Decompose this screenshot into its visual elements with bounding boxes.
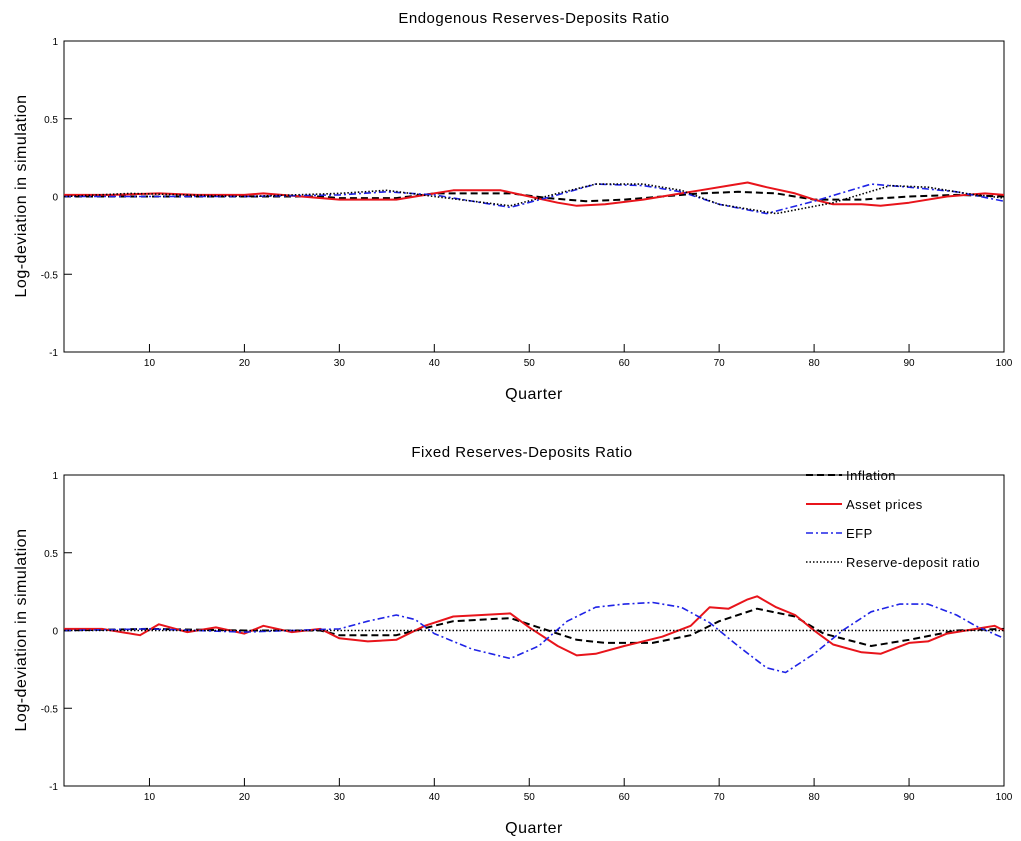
x-tick-label: 20 (239, 358, 251, 369)
x-tick-label: 60 (619, 358, 631, 369)
x-tick-label: 50 (524, 358, 536, 369)
tick-group: 10 20 30 40 50 60 70 80 90 100 -1 -0.5 0 0.5 1 (41, 37, 1013, 369)
x-tick-label: 100 (996, 358, 1013, 369)
x-tick-label: 90 (903, 358, 915, 369)
y-tick-label: 0 (52, 627, 58, 638)
y-tick-label: 0.5 (44, 549, 58, 560)
x-tick-label: 90 (903, 792, 915, 803)
x-tick-label: 70 (714, 358, 726, 369)
chart-panel-endogenous: Endogenous Reserves-Deposits Ratio Quart… (13, 10, 1013, 403)
y-axis-label: Log-deviation in simulation (13, 95, 30, 298)
x-tick-label: 10 (144, 792, 156, 803)
y-tick-label: -1 (49, 348, 58, 359)
series-line-inflation (63, 607, 1005, 647)
y-tick-label: -0.5 (41, 704, 59, 715)
y-tick-label: 1 (52, 37, 58, 48)
series-line-reserve-deposit-ratio (63, 183, 1005, 215)
chart-title: Endogenous Reserves-Deposits Ratio (398, 10, 669, 27)
x-tick-label: 70 (714, 792, 726, 803)
y-tick-label: -1 (49, 782, 58, 793)
y-axis-label: Log-deviation in simulation (13, 529, 30, 732)
series-group (63, 181, 1005, 215)
y-tick-label: 1 (52, 471, 58, 482)
legend-label-asset-prices: Asset prices (846, 497, 923, 512)
chart-title: Fixed Reserves-Deposits Ratio (411, 444, 632, 461)
legend-label-reserve-deposit-ratio: Reserve-deposit ratio (846, 555, 980, 570)
series-line-efp (64, 183, 1005, 215)
x-axis-label: Quarter (505, 820, 563, 837)
x-tick-label: 100 (996, 792, 1013, 803)
x-axis-label: Quarter (505, 386, 563, 403)
chart-panel-fixed: Fixed Reserves-Deposits Ratio Quarter Lo… (13, 444, 1013, 837)
x-tick-label: 80 (809, 358, 821, 369)
series-line-inflation (64, 190, 1005, 203)
series-line-asset-prices (64, 595, 1005, 657)
x-tick-label: 60 (619, 792, 631, 803)
y-tick-label: -0.5 (41, 270, 59, 281)
x-tick-label: 30 (334, 792, 346, 803)
y-tick-label: 0.5 (44, 115, 58, 126)
legend-label-inflation: Inflation (846, 468, 896, 483)
legend-label-efp: EFP (846, 526, 873, 541)
y-tick-label: 0 (52, 193, 58, 204)
x-tick-label: 40 (429, 792, 441, 803)
series-group (63, 595, 1005, 674)
x-tick-label: 40 (429, 358, 441, 369)
series-line-efp (63, 601, 1005, 674)
x-tick-label: 50 (524, 792, 536, 803)
series-line-asset-prices (64, 181, 1005, 207)
tick-group: 10 20 30 40 50 60 70 80 90 100 -1 -0.5 0 0.5 1 (41, 471, 1013, 803)
legend: Inflation Asset prices EFP Reserve-deposit … (806, 468, 980, 570)
x-tick-label: 10 (144, 358, 156, 369)
x-tick-label: 80 (809, 792, 821, 803)
x-tick-label: 30 (334, 358, 346, 369)
x-tick-label: 20 (239, 792, 251, 803)
